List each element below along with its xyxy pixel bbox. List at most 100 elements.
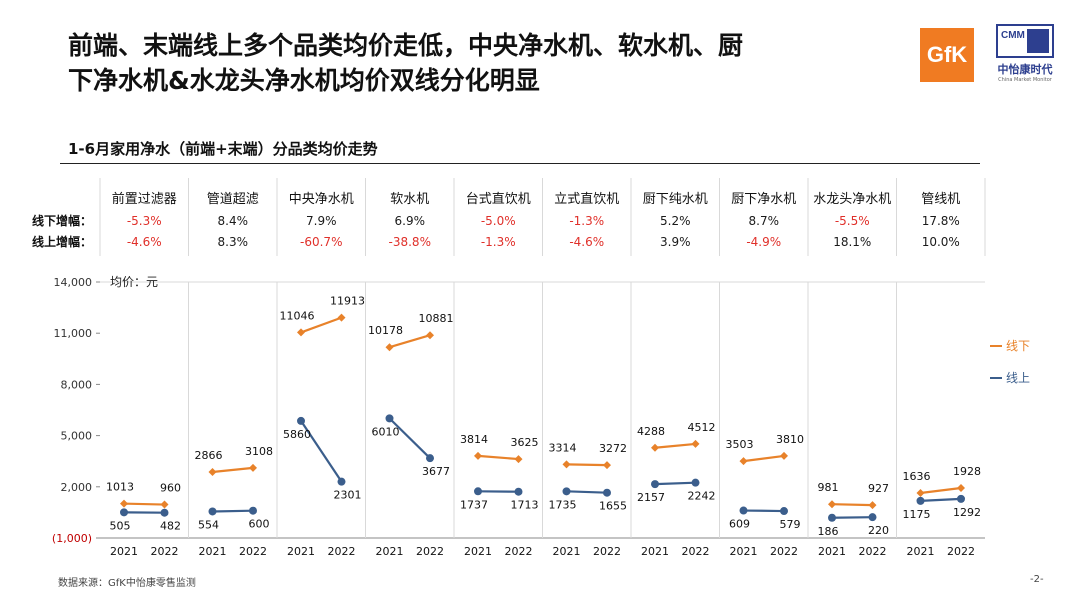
x-tick-label: 2022 — [505, 545, 533, 558]
x-tick-label: 2022 — [682, 545, 710, 558]
online-series-line — [743, 509, 785, 513]
offline-point — [562, 460, 571, 469]
offline-series-line — [831, 503, 873, 507]
online-data-label: 1655 — [599, 500, 627, 513]
offline-series-line — [389, 334, 431, 349]
slide-title-line-2: 下净水机&水龙头净水机均价双线分化明显 — [68, 66, 540, 95]
x-tick-label: 2021 — [110, 545, 138, 558]
online-data-label: 609 — [729, 518, 750, 531]
offline-series-line — [123, 502, 165, 506]
x-tick-label: 2022 — [151, 545, 179, 558]
category-header: 立式直饮机 — [554, 192, 619, 207]
online-point — [691, 478, 700, 487]
offline-point — [916, 489, 925, 498]
category-header: 台式直饮机 — [466, 192, 531, 207]
online-data-label: 2157 — [637, 491, 665, 504]
cmm-logo: CMM 中怡康时代 China Market Monitor — [990, 24, 1060, 90]
offline-growth-value: -5.0% — [481, 214, 516, 228]
online-point — [651, 480, 659, 489]
offline-data-label: 10178 — [368, 324, 403, 337]
online-growth-value: 10.0% — [922, 235, 960, 249]
online-point — [828, 513, 836, 522]
slide-title-line-1: 前端、末端线上多个品类均价走低，中央净水机、软水机、厨 — [68, 31, 744, 60]
online-point — [739, 506, 748, 515]
online-growth-value: -38.8% — [389, 235, 431, 249]
offline-data-label: 4512 — [688, 421, 716, 434]
online-point — [868, 513, 877, 522]
offline-point — [160, 500, 169, 509]
offline-data-label: 1928 — [953, 465, 981, 478]
offline-growth-value: 8.7% — [749, 214, 780, 228]
subtitle-divider — [60, 163, 980, 164]
offline-growth-value: -5.5% — [835, 214, 870, 228]
cmm-logo-english-name: China Market Monitor — [998, 77, 1052, 83]
online-data-label: 482 — [160, 520, 181, 533]
online-data-label: 1713 — [511, 499, 539, 512]
cmm-logo-mark-text: CMM — [1001, 30, 1025, 41]
offline-growth-value: -1.3% — [569, 214, 604, 228]
online-point — [297, 416, 305, 425]
offline-data-label: 3108 — [245, 445, 273, 458]
x-tick-label: 2022 — [239, 545, 267, 558]
offline-legend-label: 线下 — [1006, 339, 1030, 353]
x-tick-label: 2022 — [859, 545, 887, 558]
online-data-label: 554 — [198, 518, 219, 531]
online-data-label: 1735 — [549, 498, 577, 511]
online-growth-value: -60.7% — [300, 235, 342, 249]
x-tick-label: 2021 — [730, 545, 758, 558]
x-tick-label: 2022 — [593, 545, 621, 558]
online-point — [120, 508, 128, 517]
online-growth-value: 8.3% — [218, 235, 249, 249]
category-header: 管道超滤 — [207, 192, 259, 207]
x-tick-label: 2022 — [416, 545, 444, 558]
online-series-line — [920, 497, 962, 502]
online-growth-value: -1.3% — [481, 235, 516, 249]
offline-point — [603, 461, 611, 470]
cmm-logo-block — [1027, 29, 1049, 53]
offline-data-label: 4288 — [637, 425, 665, 438]
online-data-label: 220 — [868, 524, 889, 537]
online-series-line — [831, 516, 873, 519]
online-data-label: 2242 — [688, 490, 716, 503]
data-source-note: 数据来源：GfK中怡康零售监测 — [58, 578, 196, 589]
chart-subtitle: 1-6月家用净水（前端+末端）分品类均价走势 — [68, 140, 378, 158]
offline-point — [514, 455, 523, 464]
online-point — [337, 477, 346, 486]
online-data-label: 1292 — [953, 506, 981, 519]
offline-point — [120, 499, 128, 508]
offline-series-line — [743, 454, 785, 463]
offline-data-label: 1013 — [106, 481, 134, 494]
online-point — [603, 488, 611, 497]
row-label-offline-growth: 线下增幅： — [32, 213, 92, 228]
online-point — [957, 494, 965, 503]
offline-series-line — [654, 442, 696, 449]
offline-series-line — [566, 463, 608, 467]
online-growth-value: 18.1% — [833, 235, 871, 249]
x-tick-label: 2022 — [770, 545, 798, 558]
offline-growth-value: 5.2% — [660, 214, 691, 228]
offline-data-label: 981 — [818, 481, 839, 494]
online-point — [426, 454, 434, 463]
gfk-logo-text: GfK — [926, 42, 968, 67]
y-tick-label: (1,000) — [52, 532, 92, 545]
offline-point — [208, 468, 217, 477]
x-tick-label: 2022 — [328, 545, 356, 558]
offline-point — [474, 451, 482, 460]
online-point — [562, 487, 571, 496]
offline-point — [337, 313, 346, 322]
offline-data-label: 3810 — [776, 433, 804, 446]
online-data-label: 186 — [818, 525, 839, 538]
offline-point — [828, 500, 836, 509]
online-data-label: 505 — [110, 519, 131, 532]
online-data-label: 2301 — [334, 489, 362, 502]
category-header: 厨下纯水机 — [643, 192, 708, 207]
x-tick-label: 2021 — [907, 545, 935, 558]
offline-data-label: 3314 — [549, 441, 577, 454]
offline-point — [426, 331, 434, 340]
offline-point — [651, 443, 659, 452]
online-data-label: 1737 — [460, 498, 488, 511]
offline-data-label: 3272 — [599, 442, 627, 455]
y-tick-label: 5,000 — [61, 430, 93, 443]
online-data-label: 1175 — [903, 508, 931, 521]
